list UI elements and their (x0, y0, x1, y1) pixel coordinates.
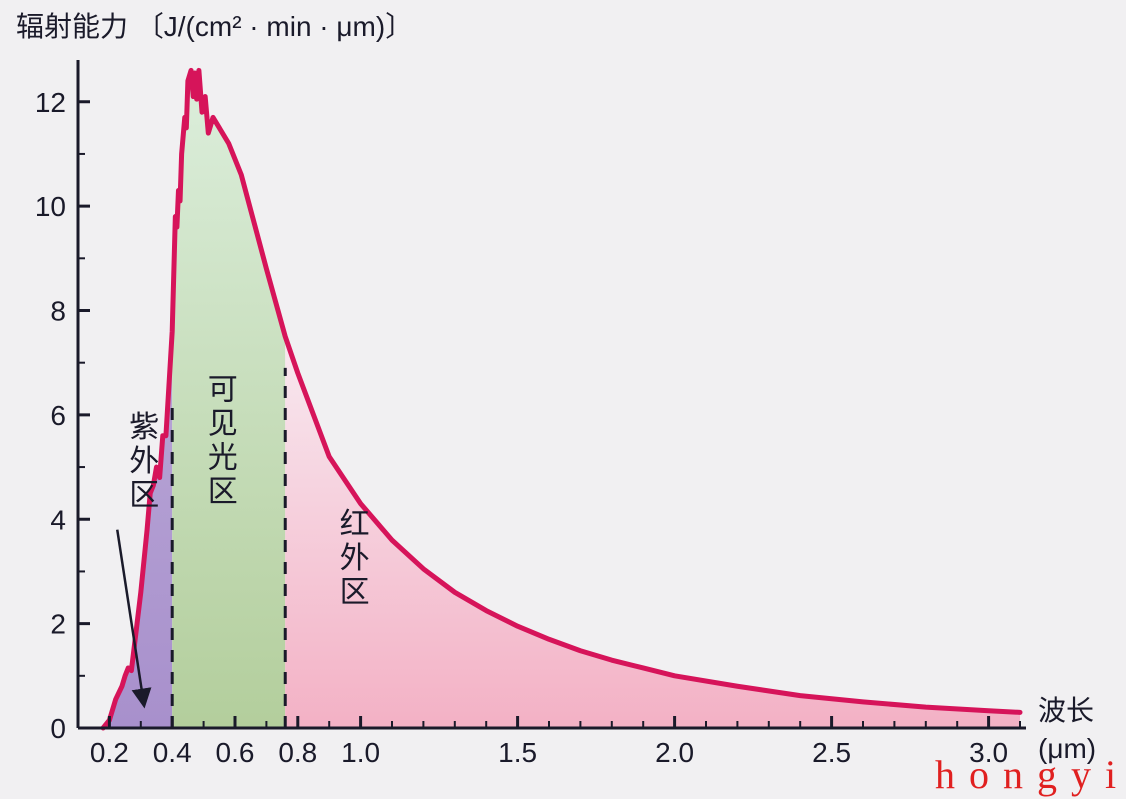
y-tick-label: 12 (35, 87, 66, 118)
x-tick-label: 1.5 (498, 737, 537, 768)
y-tick-label: 0 (50, 713, 66, 744)
x-tick-label: 0.4 (153, 737, 192, 768)
y-tick-label: 8 (50, 296, 66, 327)
x-axis-title: 波长 (1038, 695, 1094, 726)
watermark-text: hongyi5 (935, 752, 1126, 797)
y-tick-label: 2 (50, 609, 66, 640)
radiation-spectrum-chart: 0246810120.20.40.60.81.01.52.02.53.0辐射能力… (0, 0, 1126, 799)
region-label-infrared: 红外区 (335, 507, 369, 609)
x-tick-label: 2.5 (812, 737, 851, 768)
x-tick-label: 2.0 (655, 737, 694, 768)
y-tick-label: 4 (50, 504, 66, 535)
x-tick-label: 0.2 (90, 737, 129, 768)
y-tick-label: 10 (35, 191, 66, 222)
region-label-visible: 可见光区 (203, 373, 237, 509)
x-tick-label: 0.6 (216, 737, 255, 768)
x-tick-label: 1.0 (341, 737, 380, 768)
y-tick-label: 6 (50, 400, 66, 431)
region-label-uv: 紫外区 (124, 411, 158, 513)
y-axis-title: 辐射能力 〔J/(cm² · min · μm)〕 (16, 11, 413, 42)
x-tick-label: 0.8 (278, 737, 317, 768)
